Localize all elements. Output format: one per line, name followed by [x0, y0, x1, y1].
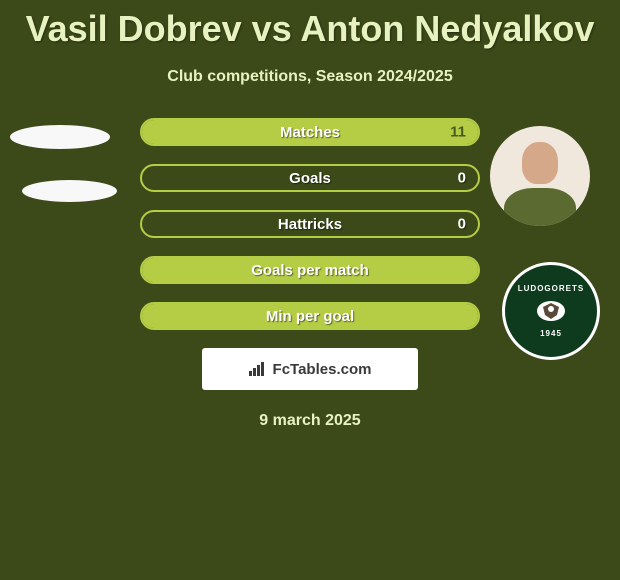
stat-bar: Goals 0	[140, 164, 480, 192]
stat-row-matches: Matches 11	[0, 118, 620, 146]
stat-row-hattricks: Hattricks 0	[0, 210, 620, 238]
comparison-title: Vasil Dobrev vs Anton Nedyalkov	[0, 0, 620, 50]
fctables-label: FcTables.com	[273, 361, 372, 378]
stat-label: Min per goal	[266, 308, 354, 325]
club-year-text: 1945	[540, 329, 562, 338]
stat-bar: Matches 11	[140, 118, 480, 146]
comparison-date: 9 march 2025	[0, 412, 620, 430]
stat-bar: Goals per match	[140, 256, 480, 284]
stat-value-right: 11	[450, 124, 466, 141]
stat-label: Matches	[280, 124, 340, 141]
stat-value-right: 0	[458, 170, 466, 187]
fctables-brand-box[interactable]: FcTables.com	[202, 348, 418, 390]
stat-value-right: 0	[458, 216, 466, 233]
stat-row-min-per-goal: Min per goal	[0, 302, 620, 330]
stat-bar: Hattricks 0	[140, 210, 480, 238]
stat-label: Goals	[289, 170, 331, 187]
stats-container: Matches 11 Goals 0 Hattricks 0 Goals per…	[0, 118, 620, 330]
stat-row-goals: Goals 0	[0, 164, 620, 192]
stat-row-goals-per-match: Goals per match	[0, 256, 620, 284]
fctables-bars-icon	[249, 362, 267, 376]
stat-label: Hattricks	[278, 216, 342, 233]
comparison-subtitle: Club competitions, Season 2024/2025	[0, 68, 620, 86]
stat-label: Goals per match	[251, 262, 369, 279]
fctables-text: FcTables.com	[249, 361, 372, 378]
stat-bar: Min per goal	[140, 302, 480, 330]
